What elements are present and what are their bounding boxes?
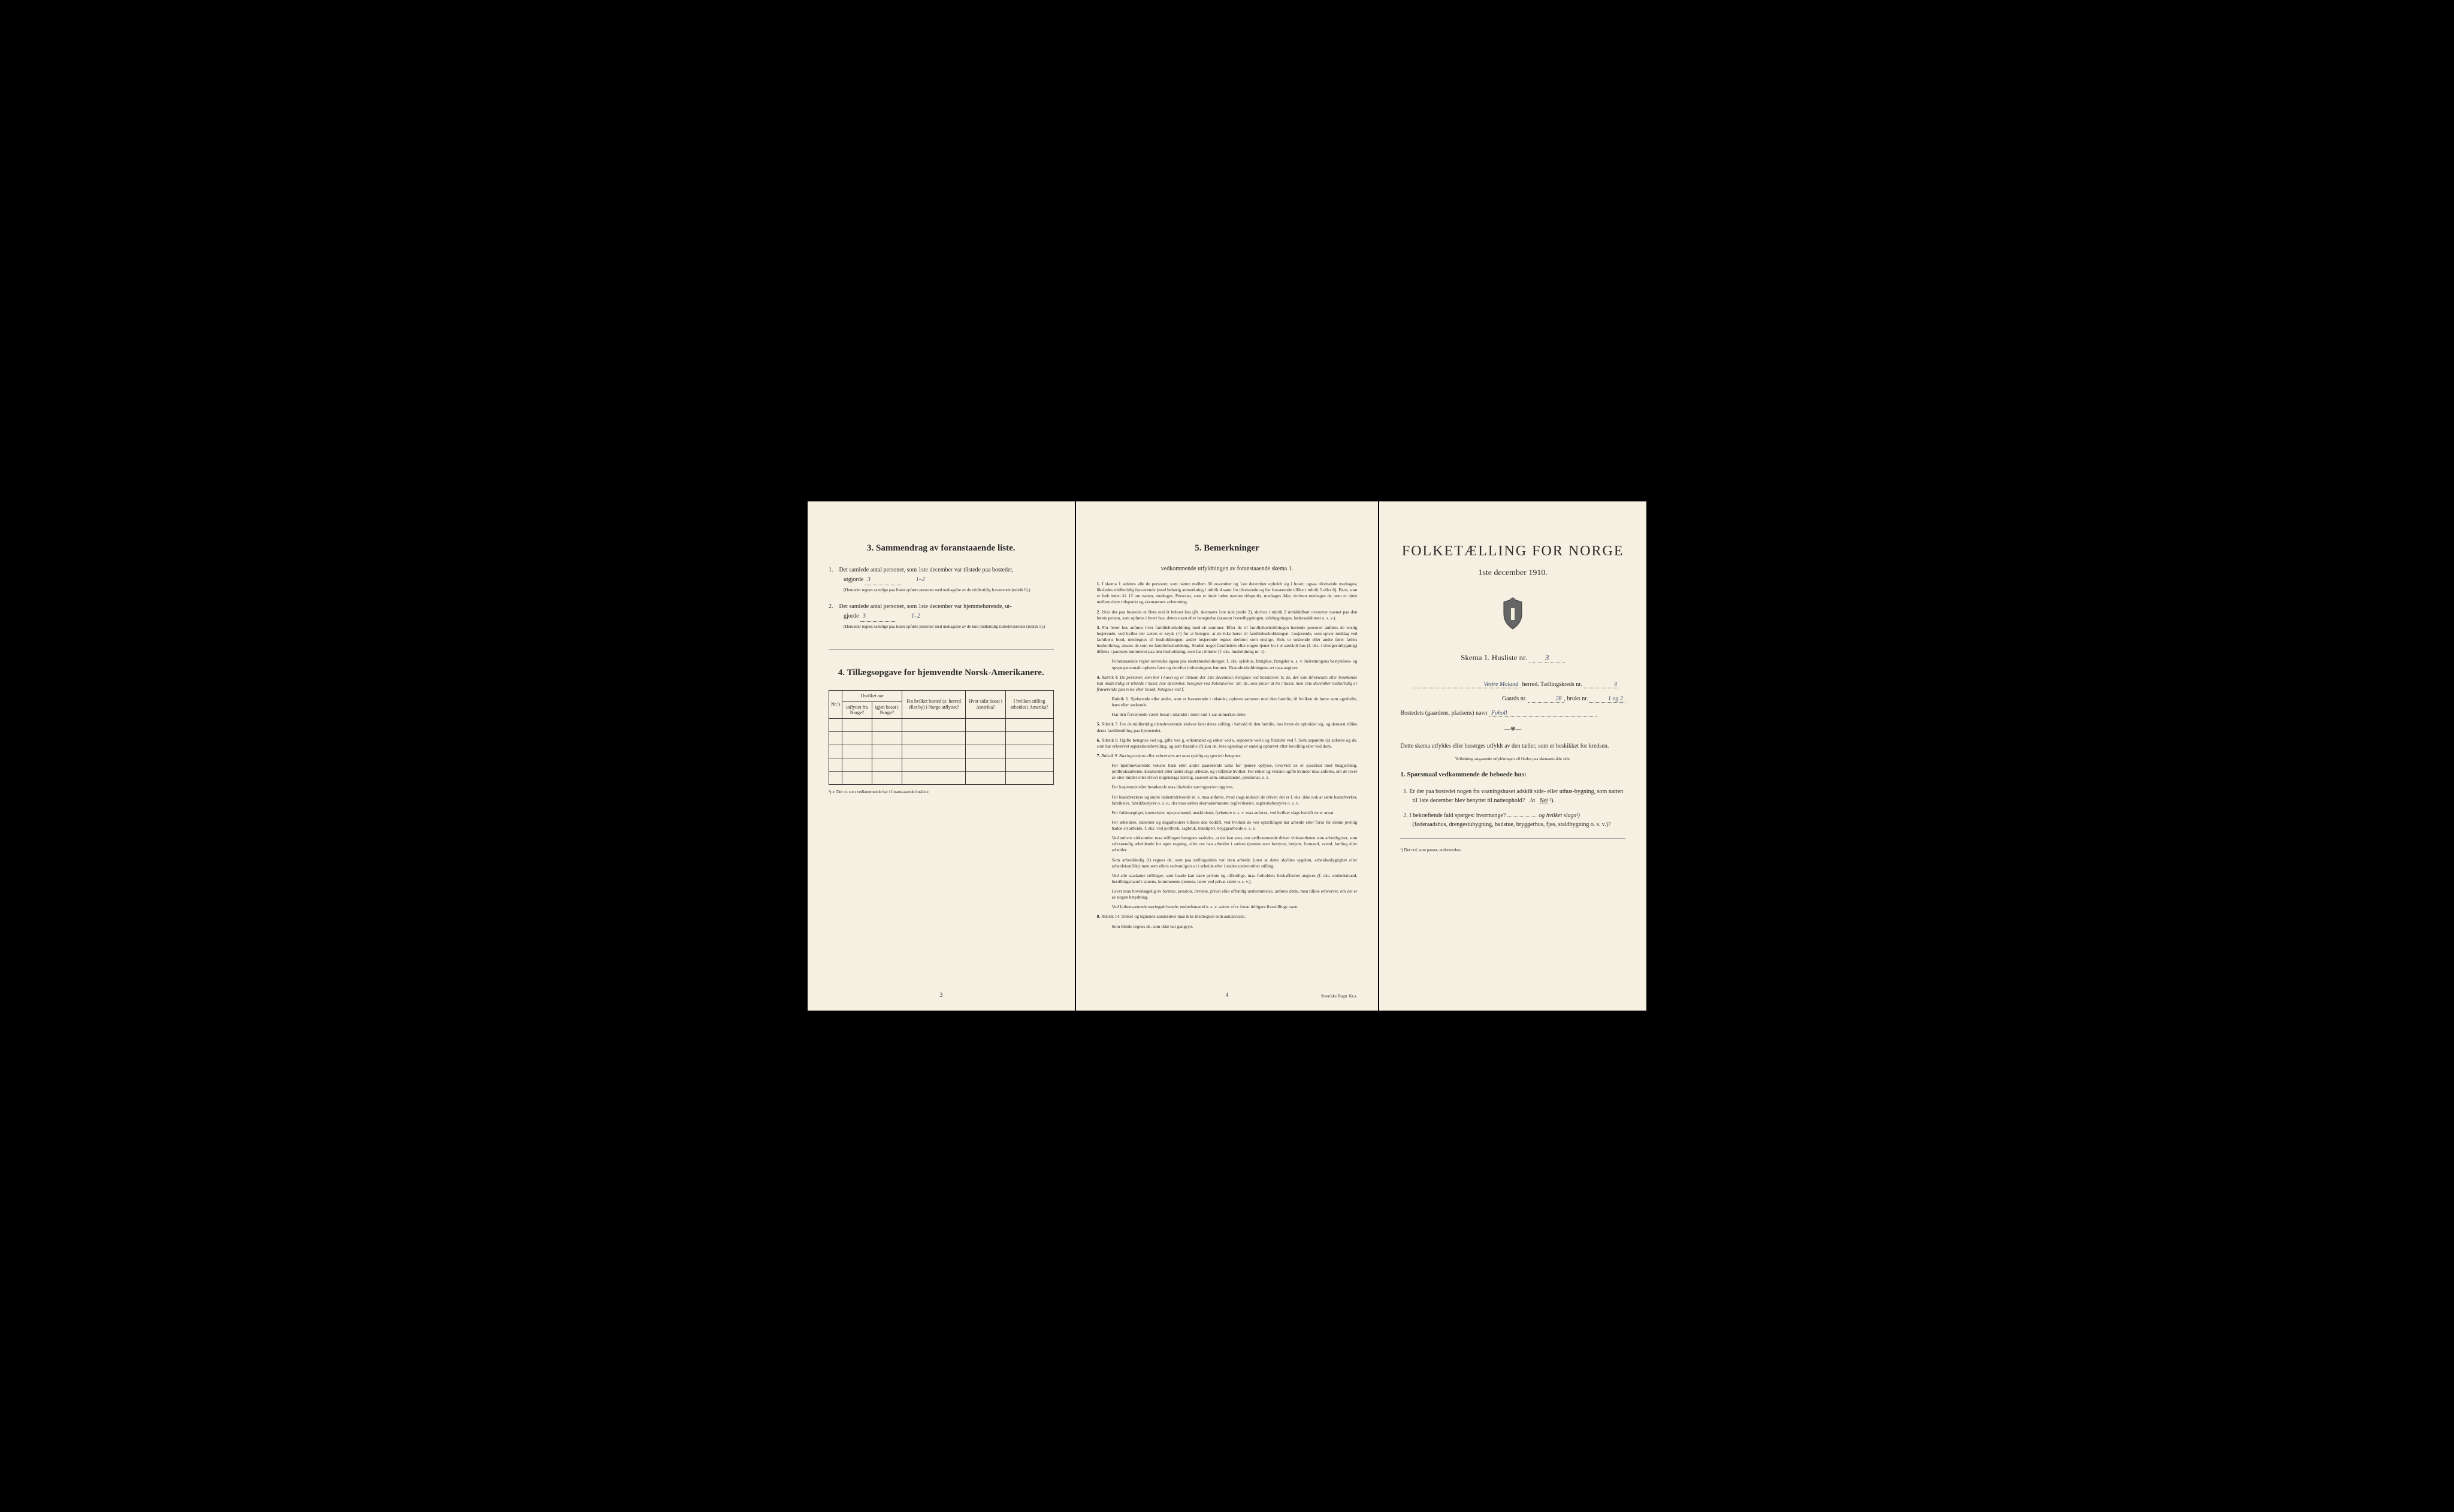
table-row	[829, 758, 1054, 771]
skema-nr: 3	[1529, 653, 1565, 663]
bemerkning-7-extra2: For losjerende eller besøkende maa likel…	[1097, 784, 1358, 790]
bemerkning-2: 2. Hvis der paa bostedet er flere end ét…	[1097, 609, 1358, 621]
item2-text: Det samlede antal personer, som 1ste dec…	[839, 603, 1012, 610]
item1-value: 3	[865, 575, 901, 585]
item2-value: 3	[860, 612, 896, 622]
bemerkning-7-extra9: Lever man hovedsagelig av formue, pensio…	[1097, 888, 1358, 900]
bemerkning-5: 5. Rubrik 7. For de midlertidig tilstede…	[1097, 721, 1358, 733]
item1-range: 1–2	[916, 576, 925, 583]
herred-value: Vestre Moland	[1413, 681, 1521, 688]
page-right: FOLKETÆLLING FOR NORGE 1ste december 191…	[1379, 501, 1646, 1011]
table-row	[829, 718, 1054, 731]
bemerkninger-title: 5. Bemerkninger	[1097, 543, 1358, 554]
summary-item-2: 2. Det samlede antal personer, som 1ste …	[829, 602, 1054, 631]
th-sidst: Hvor sidst bosat i Amerika?	[966, 691, 1005, 719]
document-container: 3. Sammendrag av foranstaaende liste. 1.…	[808, 501, 1646, 1011]
th-igjen: igjen bosat i Norge?	[872, 701, 902, 718]
bemerkninger-subtitle: vedkommende utfyldningen av foranstaaend…	[1097, 566, 1358, 572]
herred-line: Vestre Moland herred. Tællingskreds nr. …	[1400, 681, 1625, 688]
page-number-left: 3	[939, 992, 942, 999]
bemerkning-7-extra5: For arbeidere, inderster og dagarbeidere…	[1097, 819, 1358, 831]
table-row	[829, 731, 1054, 745]
item1-prefix: utgjorde	[844, 576, 863, 583]
th-nr: Nr.¹)	[829, 691, 842, 719]
gaards-nr: 28	[1528, 695, 1564, 703]
item2-range: 1–2	[911, 613, 920, 619]
item1-text: Det samlede antal personer, som 1ste dec…	[839, 567, 1014, 573]
bemerkning-7-extra6: Ved enhver virksomhet maa stillingen bet…	[1097, 835, 1358, 853]
date-line: 1ste december 1910.	[1400, 568, 1625, 578]
bemerkning-7-extra8: Ved alle saadanne stillinger, som baade …	[1097, 873, 1358, 885]
bruks-nr: 1 og 2	[1589, 695, 1625, 703]
intro-note: Veiledning angaaende utfyldningen vil fi…	[1400, 757, 1625, 762]
bemerkning-8: 8. Rubrik 14. Sinker og lignende aandssl…	[1097, 914, 1358, 920]
printer-note: Steen'ske Bogtr. Kr.a.	[1321, 994, 1358, 999]
bemerkning-7-extra4: For fuldmægtiger, kontorister, opsynsmæn…	[1097, 810, 1358, 816]
page-center: 5. Bemerkninger vedkommende utfyldningen…	[1076, 501, 1379, 1011]
bemerkning-1: 1. I skema 1 anføres alle de personer, s…	[1097, 581, 1358, 606]
crest-icon	[1400, 596, 1625, 635]
page-number-center: 4	[1225, 992, 1228, 999]
bemerkning-4-extra2: Har den fraværende været bosat i utlande…	[1097, 712, 1358, 718]
spm-section: 1. Spørsmaal vedkommende de beboede hus:…	[1400, 771, 1625, 829]
spm-title: 1. Spørsmaal vedkommende de beboede hus:	[1400, 771, 1625, 778]
bemerkning-4: 4. Rubrik 4. De personer, som bor i huse…	[1097, 675, 1358, 693]
intro-text: Dette skema utfyldes eller besørges utfy…	[1400, 742, 1625, 751]
table-row	[829, 771, 1054, 784]
th-bosted: Fra hvilket bosted (ɔ: herred eller by) …	[902, 691, 966, 719]
bemerkning-4-extra1: Rubrik 6. Sjøfarende eller andre, som er…	[1097, 696, 1358, 708]
bemerkning-3-extra: Foranstaaende regler anvendes ogsaa paa …	[1097, 658, 1358, 670]
bemerkning-6: 6. Rubrik 8. Ugifte betegnes ved ug, gif…	[1097, 737, 1358, 749]
th-aar: I hvilket aar	[842, 691, 902, 702]
bemerkning-3: 3. For hvert hus anføres hver familiehus…	[1097, 625, 1358, 655]
th-stilling: I hvilken stilling arbeidet i Amerika?	[1005, 691, 1053, 719]
item1-note: (Herunder regnes samtlige paa listen opf…	[829, 588, 1030, 592]
main-title: FOLKETÆLLING FOR NORGE	[1400, 543, 1625, 560]
divider-ornament: ―❋―	[1400, 726, 1625, 733]
gaards-line: Gaards nr. 28, bruks nr. 1 og 2	[1400, 695, 1625, 703]
bemerkning-8-extra: Som blinde regnes de, som ikke har gangs…	[1097, 924, 1358, 930]
kreds-nr: 4	[1583, 681, 1619, 688]
summary-item-1: 1. Det samlede antal personer, som 1ste …	[829, 566, 1054, 595]
spm-1: 1. Er der paa bostedet nogen fra vaaning…	[1400, 787, 1625, 805]
bosted-value: Foholl	[1489, 710, 1597, 717]
table-row	[829, 745, 1054, 758]
bemerkning-7-extra1: For hjemmeværende voksne barn eller andr…	[1097, 763, 1358, 781]
right-footnote: ¹) Det ord, som passer, understrekes.	[1400, 848, 1625, 852]
spm1-ja: Ja	[1530, 797, 1535, 804]
th-utflyttet: utflyttet fra Norge?	[842, 701, 872, 718]
bemerkning-7-extra10: Ved forhenværende næringsdrivende, embed…	[1097, 904, 1358, 910]
item2-note: (Herunder regnes samtlige paa listen opf…	[829, 624, 1045, 629]
skema-line: Skema 1. Husliste nr. 3	[1400, 653, 1625, 663]
section4-title: 4. Tillægsopgave for hjemvendte Norsk-Am…	[829, 668, 1054, 678]
table-footnote: ¹) ɔ: Det nr. som vedkommende har i fora…	[829, 790, 1054, 794]
bemerkning-7: 7. Rubrik 9. Næringsveiens eller erhverv…	[1097, 753, 1358, 759]
bemerkning-7-extra3: For haandverkere og andre industridriven…	[1097, 794, 1358, 806]
page-left: 3. Sammendrag av foranstaaende liste. 1.…	[808, 501, 1075, 1011]
section3-title: 3. Sammendrag av foranstaaende liste.	[829, 543, 1054, 554]
spm-2: 2. I bekræftende fald spørges: hvormange…	[1400, 811, 1625, 829]
bemerkning-7-extra7: Som arbeidsledig (l) regnes de, som paa …	[1097, 857, 1358, 869]
spm1-nei: Nei	[1540, 797, 1548, 804]
amerikanere-table: Nr.¹) I hvilket aar Fra hvilket bosted (…	[829, 690, 1054, 785]
item2-prefix: gjorde	[844, 613, 859, 619]
bosted-line: Bostedets (gaardens, pladsens) navn Foho…	[1400, 710, 1625, 717]
